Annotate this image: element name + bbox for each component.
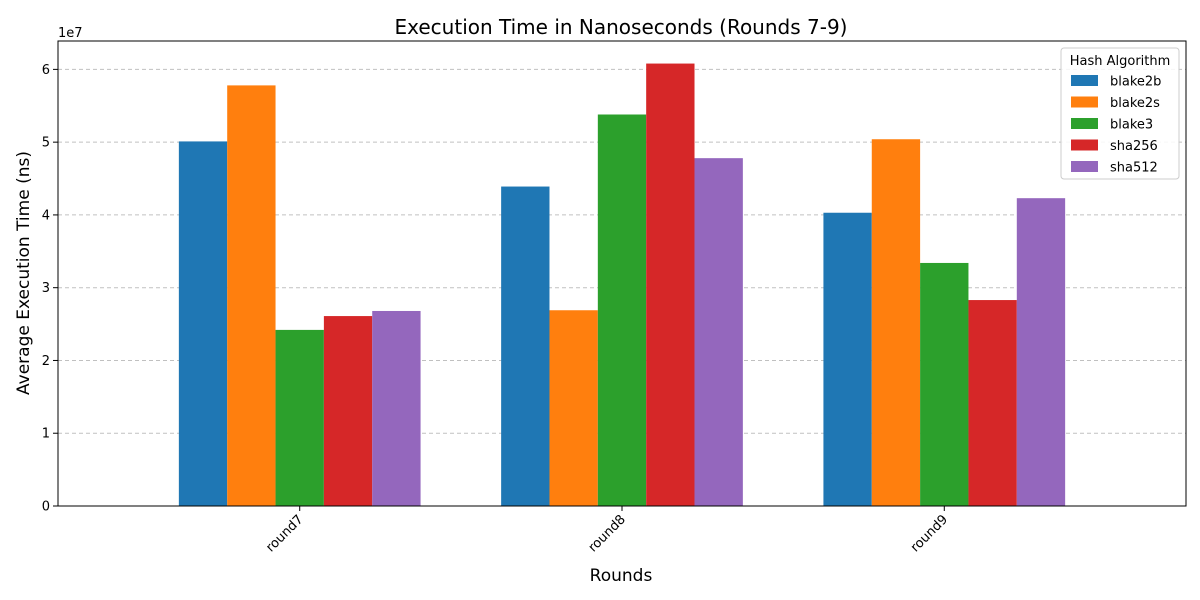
bar-sha512-round7 (372, 310, 421, 506)
bar-sha256-round8 (646, 63, 695, 506)
y-tick-label: 2 (42, 354, 50, 369)
bar-blake3-round9 (920, 262, 969, 506)
y-tick-label: 3 (42, 281, 50, 296)
y-tick-label: 6 (42, 63, 50, 78)
x-tick-label: round7 (263, 512, 306, 555)
bars (178, 63, 1066, 507)
y-axis-label: Average Execution Time (ns) (14, 151, 34, 395)
legend-label-blake3: blake3 (1110, 118, 1153, 133)
y-axis-offset-label: 1e7 (58, 26, 83, 41)
legend-items: blake2b blake2s blake3 sha256 sha512 (1071, 75, 1161, 176)
legend: Hash Algorithm blake2b blake2s blake3 sha25… (1060, 47, 1180, 180)
bar-blake2s-round8 (549, 310, 598, 506)
legend-label-blake2s: blake2s (1110, 96, 1160, 111)
legend-swatch-blake2s (1071, 96, 1098, 108)
bar-blake2b-round8 (501, 186, 550, 506)
x-tick-label: round9 (908, 512, 951, 555)
legend-label-sha512: sha512 (1110, 161, 1158, 176)
legend-title: Hash Algorithm (1070, 54, 1171, 69)
y-axis-ticks: 0 1 2 3 4 5 6 (42, 63, 58, 515)
y-tick-label: 5 (42, 136, 50, 151)
bar-sha256-round9 (968, 300, 1017, 506)
bar-blake3-round8 (597, 114, 647, 506)
bar-sha256-round7 (323, 316, 373, 506)
legend-label-sha256: sha256 (1110, 139, 1158, 154)
bar-blake2b-round9 (823, 212, 872, 506)
bar-sha512-round9 (1016, 198, 1066, 506)
legend-swatch-sha256 (1071, 139, 1098, 151)
bar-blake3-round7 (275, 329, 324, 506)
chart-title: Execution Time in Nanoseconds (Rounds 7-… (395, 15, 848, 39)
x-axis-ticks: round7 round8 round9 (263, 506, 951, 555)
bar-blake2b-round7 (178, 141, 228, 506)
x-tick-label: round8 (586, 512, 629, 555)
y-tick-label: 0 (42, 500, 50, 515)
x-axis-label: Rounds (590, 566, 653, 586)
y-tick-label: 1 (42, 427, 50, 442)
legend-label-blake2b: blake2b (1110, 75, 1161, 90)
bar-sha512-round8 (694, 158, 743, 507)
y-tick-label: 4 (42, 208, 50, 223)
bar-blake2s-round7 (227, 85, 276, 506)
legend-swatch-blake2b (1071, 75, 1098, 86)
bar-blake2s-round9 (871, 139, 921, 506)
legend-swatch-sha512 (1071, 161, 1098, 172)
legend-swatch-blake3 (1071, 118, 1098, 129)
